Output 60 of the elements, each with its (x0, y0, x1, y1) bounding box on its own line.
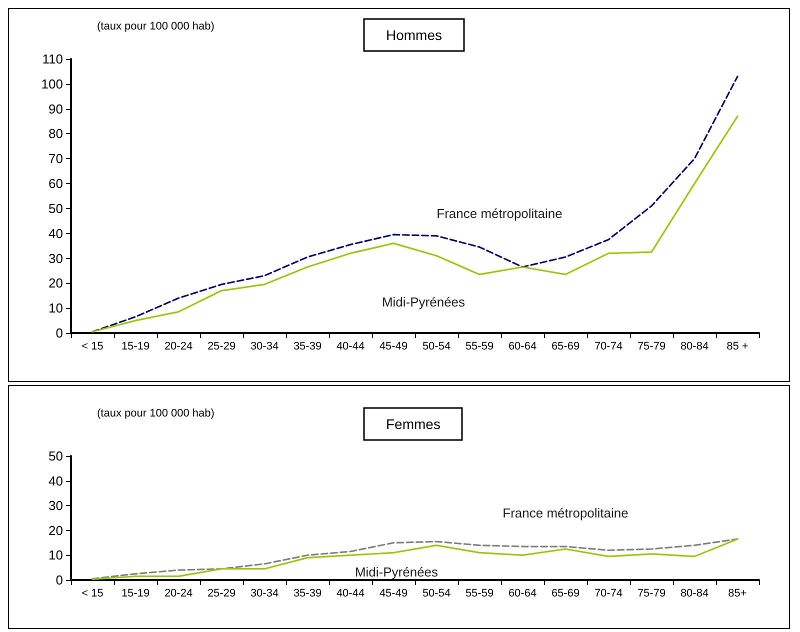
y-tick-label: 0 (56, 326, 63, 340)
x-tick-label: 65-69 (551, 340, 580, 352)
y-axis-title: (taux pour 100 000 hab) (97, 408, 214, 420)
x-tick-label: 20-24 (164, 588, 193, 600)
x-tick-label: 35-39 (293, 588, 322, 600)
series-label: France métropolitaine (436, 206, 562, 222)
y-tick-label: 20 (48, 276, 63, 291)
y-tick-label: 30 (48, 498, 63, 514)
series-label: Midi-Pyrénées (382, 294, 466, 310)
x-tick-label: 50-54 (422, 588, 451, 600)
y-tick-label: 50 (48, 200, 63, 216)
y-tick-label: 10 (48, 300, 63, 316)
x-tick-label: 50-54 (422, 340, 451, 352)
x-tick-label: 55-59 (465, 340, 494, 352)
y-tick-label: 90 (48, 101, 63, 116)
x-tick-label: 25-29 (207, 588, 236, 600)
x-tick-label: 80-84 (680, 340, 709, 352)
y-axis-title: (taux pour 100 000 hab) (97, 20, 214, 32)
x-tick-label: 25-29 (207, 340, 236, 352)
x-tick-label: 55-59 (465, 588, 494, 600)
y-tick-label: 110 (42, 52, 63, 66)
x-tick-label: 20-24 (164, 340, 193, 352)
chart-title: Femmes (386, 416, 440, 432)
x-tick-label: 15-19 (121, 588, 150, 600)
line-series (92, 76, 738, 333)
x-tick-label: 70-74 (594, 340, 623, 352)
y-tick-label: 40 (48, 226, 63, 241)
y-tick-label: 20 (48, 522, 63, 538)
x-tick-label: 75-79 (637, 340, 666, 352)
chart-title: Hommes (386, 27, 442, 43)
x-tick-label: 85 + (726, 340, 748, 352)
x-tick-label: 65-69 (551, 588, 580, 600)
x-tick-label: 30-34 (250, 588, 279, 600)
y-tick-label: 80 (48, 126, 63, 142)
y-tick-label: 100 (41, 76, 63, 92)
x-tick-label: < 15 (82, 588, 104, 600)
x-tick-label: 40-44 (336, 340, 365, 352)
x-tick-label: 70-74 (594, 588, 623, 600)
x-tick-label: 45-49 (379, 588, 408, 600)
x-tick-label: < 15 (82, 340, 104, 352)
x-tick-label: 40-44 (336, 588, 365, 600)
x-tick-label: 85+ (728, 588, 747, 600)
x-tick-label: 80-84 (680, 588, 709, 600)
y-tick-label: 60 (48, 176, 63, 192)
x-tick-label: 60-64 (508, 588, 537, 600)
y-tick-label: 30 (48, 250, 63, 266)
y-tick-label: 10 (48, 548, 63, 563)
x-tick-label: 60-64 (508, 340, 537, 352)
x-tick-label: 75-79 (637, 588, 666, 600)
y-tick-label: 70 (48, 151, 63, 166)
line-series (92, 115, 738, 333)
y-tick-label: 40 (48, 473, 63, 488)
series-label: Midi-Pyrénées (354, 564, 439, 580)
y-tick-label: 0 (56, 572, 63, 588)
x-tick-label: 35-39 (293, 340, 322, 352)
series-label: France métropolitaine (502, 506, 628, 521)
x-tick-label: 15-19 (121, 340, 150, 352)
x-tick-label: 30-34 (250, 340, 279, 352)
x-tick-label: 45-49 (379, 340, 408, 352)
y-tick-label: 50 (48, 448, 63, 464)
